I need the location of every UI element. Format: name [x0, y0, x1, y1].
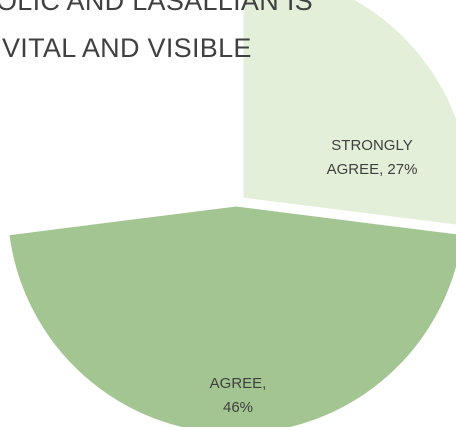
pie-slice-strongly-agree: [240, 0, 456, 228]
chart-title-line-1: OLIC AND LASALLIAN IS: [0, 0, 313, 16]
slice-label-agree: AGREE, 46%: [210, 375, 267, 416]
slice-label-strongly-agree: STRONGLY AGREE, 27%: [327, 137, 418, 178]
pie-slice-agree: [6, 203, 456, 427]
chart-title-line-2: VITAL AND VISIBLE: [2, 33, 252, 63]
